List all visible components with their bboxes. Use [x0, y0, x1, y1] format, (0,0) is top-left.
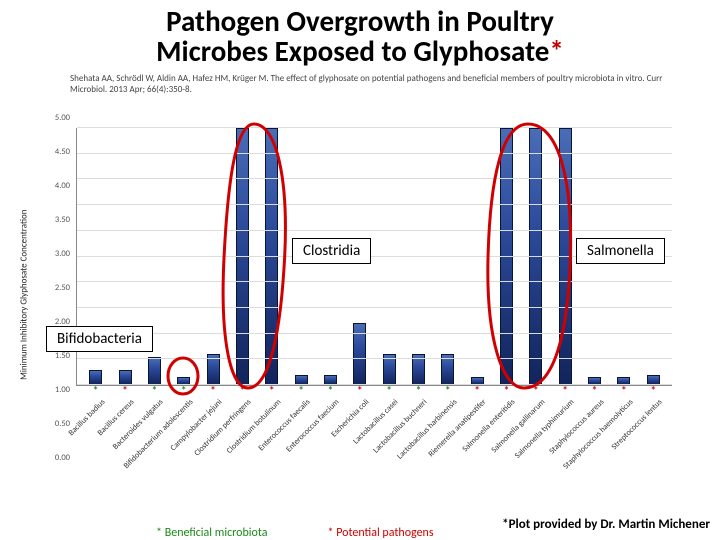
- chart-container: Minimum Inhibitory Glyphosate Concentrat…: [36, 128, 684, 468]
- gridline: [77, 230, 672, 231]
- asterisk-beneficial: *: [445, 384, 450, 397]
- bar-slot: *Lactobacillus buchneri: [404, 128, 433, 385]
- asterisk-beneficial: *: [328, 384, 333, 397]
- bar-slot: *Salmonella gallinarum: [521, 128, 550, 385]
- bar-slot: *Clostridium botulinum: [257, 128, 286, 385]
- gridline: [77, 358, 672, 359]
- bar: [559, 128, 572, 385]
- asterisk-beneficial: *: [298, 384, 303, 397]
- y-tick-label: 1.50: [40, 351, 70, 361]
- asterisk-pathogen: *: [562, 384, 567, 397]
- y-tick-label: 1.00: [40, 385, 70, 395]
- gridline: [77, 204, 672, 205]
- page-title: Pathogen Overgrowth in Poultry Microbes …: [0, 0, 720, 67]
- label-bifido: Bifidobacteria: [46, 326, 153, 352]
- bar-slot: *Lactobacillus harbinensis: [433, 128, 462, 385]
- y-tick-label: 0.00: [40, 453, 70, 463]
- bar-slot: *Riemerella anatipestifer: [462, 128, 491, 385]
- x-category-label: Streptococcus lentus: [610, 397, 665, 452]
- legend-pathogen: * Potential pathogens: [328, 526, 434, 540]
- x-category-label: Campylobacter jejuni: [169, 397, 225, 453]
- x-category-label: Enterococcus faecium: [285, 397, 342, 454]
- asterisk-pathogen: *: [650, 384, 655, 397]
- bar-slot: *Clostridium perfringens: [228, 128, 257, 385]
- chart-legend: * Beneficial microbiota * Potential path…: [156, 526, 434, 540]
- asterisk-pathogen: *: [357, 384, 362, 397]
- asterisk-pathogen: *: [240, 384, 245, 397]
- asterisk-beneficial: *: [152, 384, 157, 397]
- asterisk-beneficial: *: [386, 384, 391, 397]
- credit-text: *Plot provided by Dr. Martin Michener: [502, 517, 710, 532]
- asterisk-pathogen: *: [269, 384, 274, 397]
- bar-slot: *Lactobacillus casei: [374, 128, 403, 385]
- x-category-label: Lactobacillus buchneri: [372, 397, 430, 455]
- label-clostridia: Clostridia: [292, 238, 371, 264]
- y-tick-label: 3.50: [40, 215, 70, 225]
- y-tick-label: 3.00: [40, 249, 70, 259]
- bar: [529, 128, 542, 385]
- gridline: [77, 307, 672, 308]
- bar: [236, 128, 249, 385]
- asterisk-beneficial: *: [181, 384, 186, 397]
- gridline: [77, 384, 672, 385]
- legend-beneficial: * Beneficial microbiota: [156, 526, 268, 540]
- title-line2a: Microbes Exposed to Glyphosate: [156, 33, 549, 69]
- label-salmonella: Salmonella: [576, 238, 665, 264]
- bar: [89, 370, 102, 385]
- bar: [148, 357, 161, 385]
- y-tick-label: 0.50: [40, 419, 70, 429]
- asterisk-pathogen: *: [592, 384, 597, 397]
- bar: [119, 370, 132, 385]
- gridline: [77, 127, 672, 128]
- x-category-label: Enterococcus faecalis: [257, 397, 313, 453]
- y-axis-label: Minimum Inhibitory Glyphosate Concentrat…: [19, 210, 30, 380]
- asterisk-pathogen: *: [474, 384, 479, 397]
- y-tick-label: 4.50: [40, 147, 70, 157]
- asterisk-pathogen: *: [621, 384, 626, 397]
- bar: [500, 128, 513, 385]
- gridline: [77, 178, 672, 179]
- y-tick-label: 2.50: [40, 283, 70, 293]
- asterisk-pathogen: *: [122, 384, 127, 397]
- citation-text: Shehata AA, Schrödl W, Aldin AA, Hafez H…: [0, 67, 720, 98]
- asterisk-beneficial: *: [93, 384, 98, 397]
- y-tick-label: 2.00: [40, 317, 70, 327]
- gridline: [77, 333, 672, 334]
- bar-slot: *Bifidobacterium adolescentis: [169, 128, 198, 385]
- gridline: [77, 153, 672, 154]
- asterisk-beneficial: *: [416, 384, 421, 397]
- asterisk-pathogen: *: [533, 384, 538, 397]
- bar: [265, 128, 278, 385]
- asterisk-pathogen: *: [210, 384, 215, 397]
- y-tick-label: 4.00: [40, 181, 70, 191]
- asterisk-pathogen: *: [504, 384, 509, 397]
- gridline: [77, 281, 672, 282]
- y-tick-label: 5.00: [40, 113, 70, 123]
- bar-slot: *Salmonella enteritidis: [492, 128, 521, 385]
- x-category-label: Salmonella enteritidis: [461, 397, 518, 454]
- title-asterisk: *: [549, 33, 563, 69]
- bar-slot: *Campylobacter jejuni: [198, 128, 227, 385]
